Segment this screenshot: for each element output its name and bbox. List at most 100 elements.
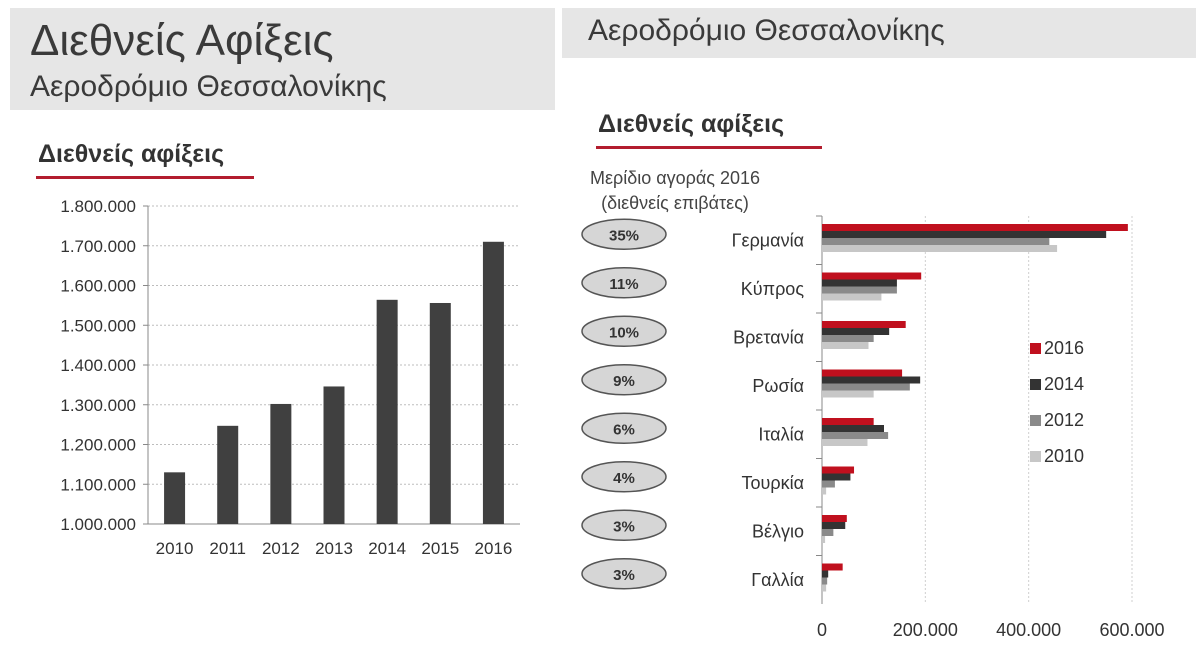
bar-Ιταλία-2016 <box>822 418 874 425</box>
x-tick-label: 2015 <box>421 539 459 558</box>
bar-2012 <box>270 403 292 524</box>
market-share-oval <box>581 461 667 493</box>
y-tick-label: 1.500.000 <box>60 316 136 335</box>
x-tick-label: 2010 <box>156 539 194 558</box>
market-share-value: 3% <box>613 518 635 535</box>
legend-swatch-2014 <box>1030 379 1041 390</box>
bar-Βέλγιο-2014 <box>822 522 846 529</box>
market-share-value: 10% <box>609 324 639 341</box>
category-label-Τουρκία: Τουρκία <box>741 473 804 493</box>
bar-Τουρκία-2012 <box>822 480 835 488</box>
market-share-value: 9% <box>613 373 635 390</box>
x-tick-label: 0 <box>817 620 827 640</box>
bar-2013 <box>323 386 345 524</box>
market-share-label-line2: (διεθνείς επιβάτες) <box>601 193 749 213</box>
left-title-banner: Διεθνείς Αφίξεις Αεροδρόμιο Θεσσαλονίκης <box>10 8 555 110</box>
market-share-oval <box>581 315 667 347</box>
market-share-value: 11% <box>609 276 638 293</box>
x-tick-label: 2014 <box>368 539 406 558</box>
bar-Ιταλία-2014 <box>822 425 884 432</box>
left-section-underline <box>36 176 254 179</box>
category-label-Βρετανία: Βρετανία <box>733 327 804 347</box>
bar-Ιταλία-2012 <box>822 432 889 439</box>
y-tick-label: 1.700.000 <box>60 237 136 256</box>
x-tick-label: 2012 <box>262 539 300 558</box>
bar-Γερμανία-2012 <box>822 238 1050 245</box>
y-tick-label: 1.600.000 <box>60 277 136 296</box>
legend-label-2012: 2012 <box>1044 410 1084 430</box>
right-title-banner: Αεροδρόμιο Θεσσαλονίκης <box>562 8 1196 58</box>
x-tick-label: 2011 <box>209 539 246 558</box>
category-label-Ρωσία: Ρωσία <box>752 376 804 396</box>
bar-Γερμανία-2014 <box>822 231 1107 238</box>
market-share-value: 4% <box>613 470 635 487</box>
market-share-value: 3% <box>613 567 635 584</box>
bar-Γερμανία-2016 <box>822 224 1128 231</box>
category-label-Κύπρος: Κύπρος <box>741 279 805 299</box>
legend-label-2014: 2014 <box>1044 374 1084 394</box>
legend-swatch-2010 <box>1030 451 1041 462</box>
bar-Γαλλία-2016 <box>822 563 843 571</box>
market-share-value: 35% <box>609 227 639 244</box>
category-label-Γερμανία: Γερμανία <box>732 230 804 250</box>
bar-Κύπρος-2010 <box>822 293 882 301</box>
bar-Βρετανία-2012 <box>822 335 874 342</box>
y-tick-label: 1.800.000 <box>60 197 136 216</box>
market-share-oval <box>581 218 667 250</box>
category-label-Ιταλία: Ιταλία <box>758 424 804 444</box>
bar-Κύπρος-2014 <box>822 279 897 287</box>
y-tick-label: 1.300.000 <box>60 396 136 415</box>
market-share-oval <box>581 364 667 396</box>
bar-2016 <box>482 241 504 524</box>
bar-2011 <box>217 425 239 524</box>
bar-Γαλλία-2012 <box>822 577 828 585</box>
x-tick-label: 400.000 <box>996 620 1061 640</box>
x-tick-label: 2016 <box>475 539 513 558</box>
bar-Βέλγιο-2010 <box>822 536 826 543</box>
bar-Γερμανία-2010 <box>822 245 1058 252</box>
left-page-title: Διεθνείς Αφίξεις <box>30 16 334 65</box>
right-section-heading: Διεθνείς αφίξεις <box>598 110 785 138</box>
left-section-heading: Διεθνείς αφίξεις <box>38 140 225 168</box>
x-tick-label: 2013 <box>315 539 353 558</box>
bar-Βρετανία-2016 <box>822 321 906 328</box>
legend-label-2010: 2010 <box>1044 446 1084 466</box>
bar-Γαλλία-2014 <box>822 570 829 578</box>
market-share-oval <box>581 267 667 299</box>
market-share-value: 6% <box>613 421 635 438</box>
bar-Ρωσία-2014 <box>822 376 921 384</box>
y-tick-label: 1.200.000 <box>60 436 136 455</box>
legend-swatch-2016 <box>1030 343 1041 354</box>
x-tick-label: 600.000 <box>1099 620 1164 640</box>
x-tick-label: 200.000 <box>893 620 958 640</box>
bar-Βρετανία-2014 <box>822 328 890 335</box>
bar-Τουρκία-2016 <box>822 466 855 474</box>
category-label-Βέλγιο: Βέλγιο <box>752 521 804 541</box>
right-section-underline <box>596 146 822 149</box>
bar-Ρωσία-2010 <box>822 390 874 398</box>
market-share-label: Μερίδιο αγοράς 2016 (διεθνείς επιβάτες) <box>580 166 770 216</box>
category-label-Γαλλία: Γαλλία <box>751 570 804 590</box>
bar-Ιταλία-2010 <box>822 439 868 446</box>
bar-Τουρκία-2010 <box>822 487 827 495</box>
bar-Βέλγιο-2012 <box>822 529 834 536</box>
bar-Ρωσία-2016 <box>822 369 903 377</box>
market-share-oval <box>581 412 667 444</box>
bar-2015 <box>429 302 451 524</box>
country-arrivals-chart: 0 200.000 400.000 600.000 Γερμανία 35% Κύπρος 1… <box>581 215 1165 640</box>
legend-swatch-2012 <box>1030 415 1041 426</box>
bar-2014 <box>376 299 398 524</box>
y-tick-label: 1.400.000 <box>60 356 136 375</box>
bar-Κύπρος-2016 <box>822 272 922 280</box>
legend-label-2016: 2016 <box>1044 338 1084 358</box>
annual-arrivals-chart: 1.000.000 1.100.000 1.200.000 1.300.000 1.40… <box>60 197 520 558</box>
left-page-subtitle: Αεροδρόμιο Θεσσαλονίκης <box>30 70 387 103</box>
y-tick-label: 1.100.000 <box>60 475 136 494</box>
right-page-title: Αεροδρόμιο Θεσσαλονίκης <box>588 14 945 47</box>
market-share-oval <box>581 509 667 541</box>
market-share-oval <box>581 558 667 590</box>
bar-Ρωσία-2012 <box>822 383 910 391</box>
bar-Βέλγιο-2016 <box>822 515 847 522</box>
bar-Τουρκία-2014 <box>822 473 851 481</box>
bar-Βρετανία-2010 <box>822 342 869 349</box>
